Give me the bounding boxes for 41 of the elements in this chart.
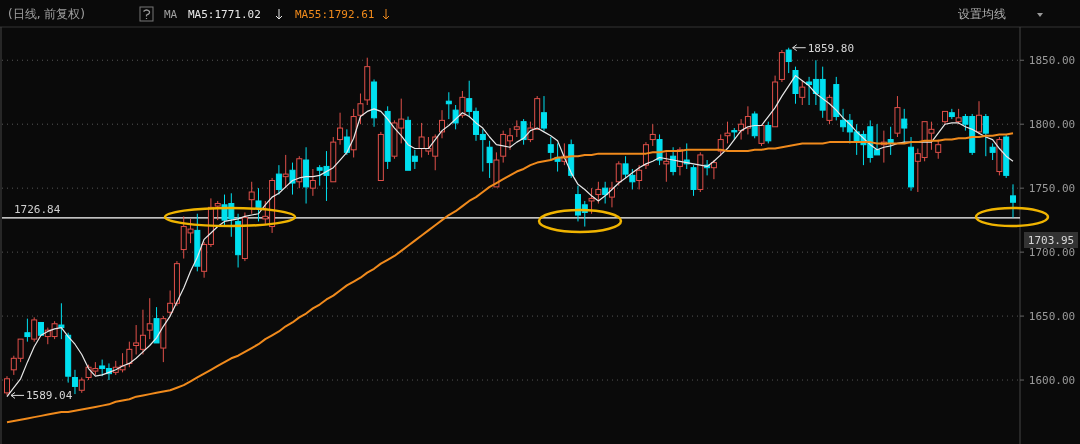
candlestick xyxy=(241,211,248,262)
y-tick-label: 1850.00 xyxy=(1028,54,1076,68)
candlestick xyxy=(377,131,384,181)
legend-title: MA xyxy=(164,8,178,21)
candlestick xyxy=(1010,183,1016,219)
candlestick xyxy=(942,110,949,125)
candlestick xyxy=(439,109,446,139)
y-tick-label: 1650.00 xyxy=(1028,309,1076,323)
annotation: 1589.04 xyxy=(26,389,73,403)
ref-line-label: 1726.84 xyxy=(14,202,61,216)
candlestick xyxy=(778,49,785,83)
candlestick xyxy=(303,146,310,205)
annotation: 1859.80 xyxy=(807,41,855,55)
candlestick xyxy=(235,213,242,268)
candlestick xyxy=(309,168,316,197)
candlestick xyxy=(445,91,452,120)
y-tick-label: 1600.00 xyxy=(1028,373,1076,387)
y-tick-label: 1750.00 xyxy=(1028,182,1076,196)
legend-label: MA5:1771.02 xyxy=(188,8,261,21)
candlestick xyxy=(908,136,915,192)
candlestick xyxy=(4,375,10,396)
candlestick xyxy=(649,123,656,147)
candlestick xyxy=(486,140,493,179)
candlestick xyxy=(37,321,44,336)
text: 设置均线 xyxy=(958,7,1006,21)
candlestick xyxy=(371,78,378,128)
candlestick xyxy=(337,112,344,146)
candlestick xyxy=(636,164,643,190)
candlestick xyxy=(275,164,282,196)
candlestick xyxy=(772,75,779,128)
candlestick xyxy=(540,95,547,132)
chart-title: (日线, 前复权) xyxy=(8,7,85,21)
legend-label: MA55:1792.61 xyxy=(295,8,375,21)
candlestick xyxy=(670,146,677,176)
candlestick xyxy=(343,128,350,156)
candlestick xyxy=(153,306,160,344)
candlestick xyxy=(71,369,78,395)
y-tick-label: 1800.00 xyxy=(1028,118,1076,132)
text: 1703.95 xyxy=(1027,233,1075,247)
y-tick-label: 1700.00 xyxy=(1028,245,1076,259)
candlestick xyxy=(24,318,31,343)
